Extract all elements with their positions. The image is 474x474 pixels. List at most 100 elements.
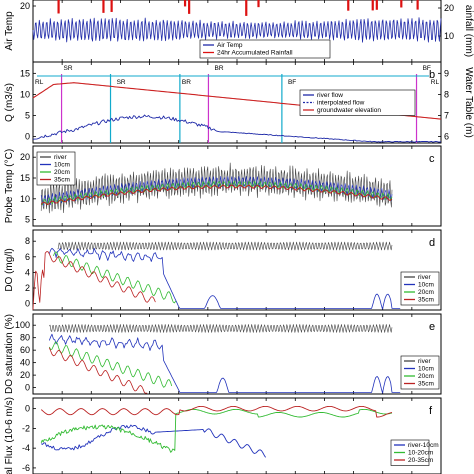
rainfall-bar <box>347 0 350 11</box>
y-tick-label: 4 <box>25 267 30 277</box>
rainfall-bar <box>257 0 260 8</box>
y-tick-label: 8 <box>25 236 30 246</box>
y-axis-title: al Flux (10-6 m/s) <box>4 397 15 474</box>
do-35cm-line <box>32 251 156 311</box>
y-tick-label: 5 <box>25 215 30 225</box>
temp-20cm-line <box>41 180 393 206</box>
sat-20cm-line <box>48 341 173 388</box>
y-tick-label: 0 <box>25 299 30 309</box>
y-axis-title: Probe Temp (°C) <box>4 149 15 223</box>
rainfall-bar <box>416 0 419 10</box>
panel-letter: d <box>429 237 435 249</box>
period-label: BR <box>215 65 224 72</box>
flux-river-10cm-line <box>40 424 266 458</box>
rainfall-bar <box>400 0 403 8</box>
period-label: SR <box>64 65 73 72</box>
rainfall-bar <box>102 0 105 13</box>
legend-entry: 10-20cm <box>408 450 433 457</box>
legend-entry: 35cm <box>54 177 70 184</box>
legend <box>299 89 416 116</box>
sat-10cm-line <box>48 333 401 394</box>
air-temp-line <box>32 17 442 43</box>
sat-35cm-line <box>48 347 148 394</box>
y2-axis-title: ainfall (mm) <box>463 5 474 57</box>
y-axis-title: DO (mg/l) <box>4 248 15 291</box>
river-do-line <box>57 241 393 251</box>
y-tick-label: -4 <box>22 443 30 453</box>
y-axis-title: Air Temp <box>4 11 15 51</box>
y-tick-label: 15 <box>20 68 30 78</box>
panel-b: b Q (m3/s) 15 10 5 0 9 8 7 6 Water Table (m) RL SR SR… <box>4 61 474 144</box>
legend-entry: river <box>418 274 431 281</box>
rainfall-bar <box>188 0 191 14</box>
y-tick-label: 40 <box>20 358 30 368</box>
legend-entry: 10cm <box>54 162 70 169</box>
panel-letter: b <box>429 69 435 81</box>
do-20cm-line <box>53 251 177 304</box>
y-tick-label: 80 <box>20 333 30 343</box>
river-sat-line <box>49 324 393 333</box>
legend-entry: river <box>54 154 67 161</box>
legend <box>199 39 331 59</box>
y2-tick-label: 7 <box>444 110 449 120</box>
y-tick-label: 20 <box>20 1 30 11</box>
legend-entry: river <box>418 358 431 365</box>
legend-entry: river flow <box>317 92 343 99</box>
legend-entry: 20cm <box>418 289 434 296</box>
y-tick-label: 20 <box>20 152 30 162</box>
y2-tick-label: 9 <box>444 68 449 78</box>
panel-letter: f <box>429 405 433 417</box>
rainfall-bar <box>57 0 60 14</box>
temp-35cm-line <box>40 184 393 205</box>
legend-entry: 20cm <box>418 373 434 380</box>
y-tick-label: 5 <box>25 110 30 120</box>
period-label: SR <box>117 79 126 86</box>
period-label: BR <box>182 79 191 86</box>
y-tick-label: 10 <box>20 194 30 204</box>
legend-entry: Air Temp <box>217 42 243 49</box>
panel-letter: c <box>429 153 435 165</box>
y2-tick-label: 8 <box>444 89 449 99</box>
legend-entry: 24hr Accumulated Rainfall <box>217 50 293 57</box>
river-flow-line <box>32 114 442 143</box>
y-tick-label: 0 <box>25 383 30 393</box>
y-tick-label: 60 <box>20 345 30 355</box>
legend-entry: interpolated flow <box>317 100 365 107</box>
y2-tick-label: 20 <box>444 3 454 13</box>
rainfall-bar <box>375 0 378 10</box>
rainfall-bar <box>110 0 113 12</box>
y-tick-label: 0 <box>25 404 30 414</box>
y-tick-label: 100 <box>15 320 30 330</box>
rainfall-bar <box>371 0 374 11</box>
panel-e: e DO saturation (%) 100 80 60 40 20 0 river10cm2… <box>4 313 442 395</box>
panel-letter: e <box>429 321 435 333</box>
rainfall-bar <box>245 0 248 16</box>
y2-tick-label: 10 <box>444 31 454 41</box>
legend-entry: 20-35cm <box>408 457 433 464</box>
legend-entry: 35cm <box>418 381 434 388</box>
period-label: BF <box>423 65 431 72</box>
y-tick-label: -6 <box>22 463 30 473</box>
y-tick-label: 20 <box>20 370 30 380</box>
y-tick-label: -2 <box>22 423 30 433</box>
legend-entry: 20cm <box>54 169 70 176</box>
legend-entry: groundwater elevation <box>317 107 381 114</box>
y-tick-label: 2 <box>25 283 30 293</box>
y-tick-label: 10 <box>20 89 30 99</box>
rainfall-bar <box>183 0 187 7</box>
legend-entry: 35cm <box>418 297 434 304</box>
legend-entry: river-10cm <box>408 442 439 449</box>
temp-10cm-line <box>40 175 393 207</box>
flux-20-35cm-line <box>40 405 393 418</box>
flux-10-20cm-line <box>40 408 393 453</box>
do-10cm-line <box>48 247 401 310</box>
y-tick-label: 0 <box>25 132 30 142</box>
y-axis-title: Q (m3/s) <box>4 83 15 122</box>
legend-entry: 10cm <box>418 282 434 289</box>
